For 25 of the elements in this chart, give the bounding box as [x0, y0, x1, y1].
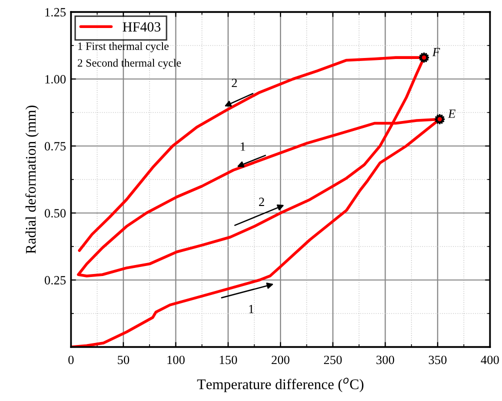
x-tick-label: 250	[324, 356, 342, 364]
annotation: 1	[240, 142, 246, 151]
y-tick-label: 1.00	[45, 75, 66, 84]
annotation: 1	[249, 304, 254, 314]
annotation: 1 First thermal cycle	[78, 42, 169, 52]
annotation: 2 Second thermal cycle	[78, 58, 181, 69]
y-tick-label: 0.25	[44, 276, 66, 285]
annotation: F	[432, 48, 440, 56]
y-tick-label: 1.25	[45, 8, 66, 17]
annotation: 2	[232, 78, 237, 88]
x-tick-label: 50	[118, 356, 130, 364]
x-tick-label: 200	[272, 356, 290, 364]
x-tick-label: 350	[428, 356, 447, 364]
legend-label: HF403	[122, 22, 160, 32]
y-tick-label: 0.75	[44, 142, 66, 151]
annotation: 2	[259, 198, 264, 206]
x-tick-label: 100	[167, 356, 185, 364]
y-axis-title: Radial deformation (mm)	[25, 106, 39, 254]
y-tick-label: 0.50	[44, 209, 66, 218]
x-tick-label: 300	[376, 356, 394, 364]
x-tick-label: 150	[220, 356, 238, 364]
x-tick-label: 0	[68, 356, 74, 364]
x-tick-label: 400	[480, 356, 499, 364]
annotation: E	[448, 110, 456, 118]
x-axis-title: Temperature difference ($^{o}$C)	[197, 378, 364, 392]
